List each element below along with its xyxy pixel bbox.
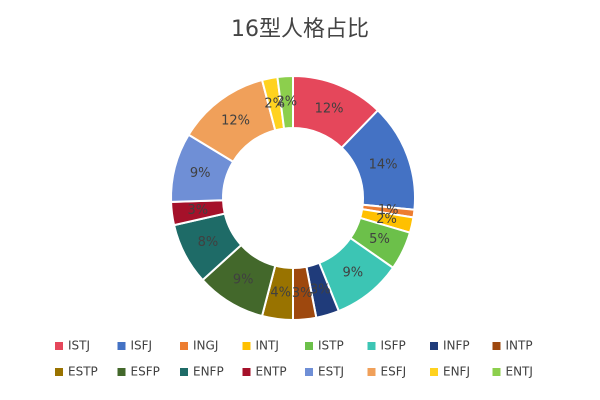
data-label: 3% xyxy=(310,283,331,298)
legend-swatch xyxy=(492,368,501,376)
legend-swatch xyxy=(117,342,126,350)
legend-swatch xyxy=(55,368,63,376)
data-label: 5% xyxy=(369,232,390,247)
legend-label: INGJ xyxy=(193,339,218,353)
legend-label: ISTJ xyxy=(68,339,90,353)
legend-swatch xyxy=(430,368,438,376)
data-label: 12% xyxy=(315,102,344,117)
data-label: 8% xyxy=(198,235,219,250)
legend-label: INTP xyxy=(506,339,533,353)
data-label: 9% xyxy=(233,273,254,288)
legend-swatch xyxy=(180,342,188,350)
legend-label: ESTJ xyxy=(318,365,344,379)
legend-label: INFP xyxy=(443,339,470,353)
data-label: 2% xyxy=(277,95,298,110)
data-label: 9% xyxy=(343,266,364,281)
legend-label: INTJ xyxy=(256,339,279,353)
data-label: 2% xyxy=(376,212,397,227)
legend-swatch xyxy=(55,342,63,350)
legend-label: ISFP xyxy=(381,339,406,353)
donut-slice xyxy=(276,74,294,130)
data-label: 3% xyxy=(187,203,208,218)
chart-title: 16型人格占比 xyxy=(231,17,369,42)
data-label: 1% xyxy=(378,203,399,218)
legend-label: ISTP xyxy=(318,339,344,353)
legend-label: ENTP xyxy=(256,365,287,379)
legend-swatch xyxy=(180,368,188,376)
legend-label: ENFP xyxy=(193,365,224,379)
data-label: 12% xyxy=(221,114,250,129)
data-label: 4% xyxy=(270,286,291,301)
legend-label: ENTJ xyxy=(506,365,533,379)
legend-swatch xyxy=(367,342,376,350)
data-label: 14% xyxy=(369,157,398,172)
data-label: 9% xyxy=(190,166,211,181)
legend-label: ESFJ xyxy=(381,365,407,379)
legend-swatch xyxy=(242,342,251,350)
data-label: 3% xyxy=(292,286,313,301)
legend-swatch xyxy=(305,368,313,376)
legend-swatch xyxy=(492,342,501,350)
legend-swatch xyxy=(305,342,313,350)
legend-label: ENFJ xyxy=(443,365,470,379)
data-label: 2% xyxy=(264,96,285,111)
legend-label: ISFJ xyxy=(131,339,153,353)
legend-swatch xyxy=(367,368,376,376)
legend-swatch xyxy=(242,368,251,376)
legend-swatch xyxy=(430,342,438,350)
legend-swatch xyxy=(117,368,126,376)
legend-label: ESFP xyxy=(131,365,160,379)
legend-label: ESTP xyxy=(68,365,98,379)
